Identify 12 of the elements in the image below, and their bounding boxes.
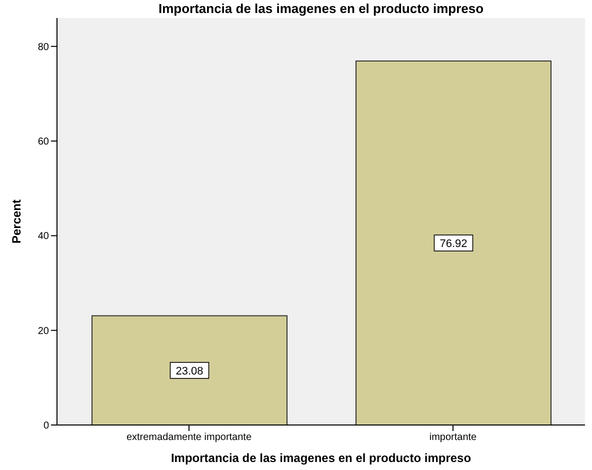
y-tick-label: 0	[43, 420, 50, 432]
y-axis-title: Percent	[9, 199, 24, 244]
x-axis-title: Importancia de las imagenes en el producto impreso	[170, 451, 472, 465]
y-tick-label: 60	[38, 136, 50, 148]
x-tick-label: importante	[429, 432, 478, 444]
y-tick-label: 80	[38, 42, 50, 53]
data-label: 76.92	[440, 238, 468, 250]
x-tick-label: extremadamente importante	[126, 432, 252, 444]
data-label: 23.08	[176, 365, 204, 378]
y-tick-label: 20	[38, 326, 50, 337]
y-tick-label: 40	[38, 231, 50, 242]
chart-title: Importancia de las imagenes en el producto impreso	[157, 1, 485, 16]
